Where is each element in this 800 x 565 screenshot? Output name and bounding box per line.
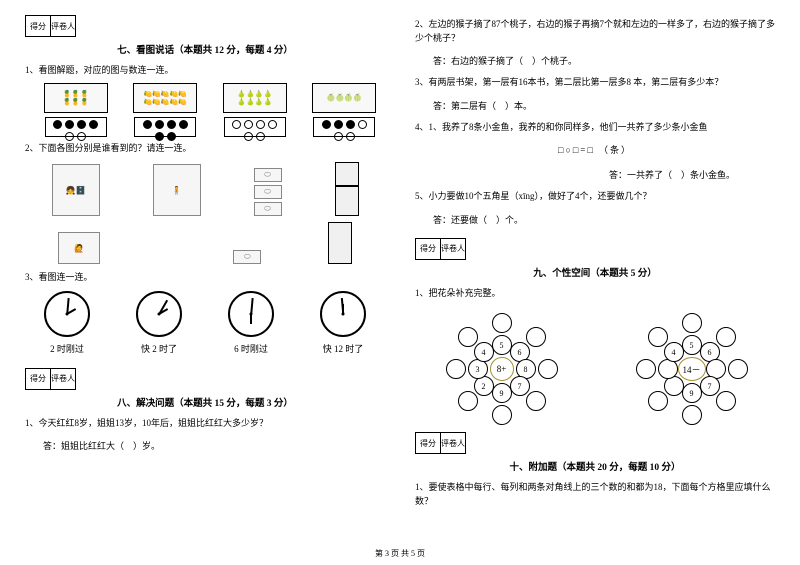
fruit-card: 🍋🍋🍋🍋🍋🍋🍋🍋🍋🍋 bbox=[133, 83, 197, 113]
section-7-title: 七、看图说话（本题共 12 分，每题 4 分） bbox=[25, 42, 385, 56]
score-label: 得分 bbox=[25, 368, 50, 390]
viewer-figure: 👧🗄️ bbox=[52, 164, 100, 216]
flower-center: 8+ bbox=[490, 357, 514, 381]
score-label: 得分 bbox=[25, 15, 50, 37]
score-label: 得分 bbox=[415, 238, 440, 260]
fruit-card: 🍈🍈🍈🍈 bbox=[312, 83, 376, 113]
fruit-row: 🍍🍍🍍🍍🍍🍍 🍋🍋🍋🍋🍋🍋🍋🍋🍋🍋 🍐🍐🍐🍐🍐🍐🍐🍐 🍈🍈🍈🍈 bbox=[35, 83, 385, 113]
score-box-8: 得分 评卷人 bbox=[25, 368, 385, 390]
dot-card bbox=[224, 117, 286, 137]
grader-label: 评卷人 bbox=[440, 238, 466, 260]
clock-label: 快 2 时了 bbox=[141, 342, 177, 355]
a8-5: 答：还要做（ ）个。 bbox=[433, 213, 775, 226]
q9-1: 1、把花朵补充完整。 bbox=[415, 287, 775, 301]
q8-3: 3、有两层书架，第一层有16本书，第二层比第一层多8 本，第二层有多少本？ bbox=[415, 76, 775, 90]
a8-3: 答：第二层有（ ）本。 bbox=[433, 99, 775, 112]
section-10-title: 十、附加题（本题共 20 分，每题 10 分） bbox=[415, 459, 775, 473]
q8-5: 5、小力要做10个五角星（xīng），做好了4个，还要做几个？ bbox=[415, 190, 775, 204]
clock-face bbox=[136, 291, 182, 337]
left-column: 得分 评卷人 七、看图说话（本题共 12 分，每题 4 分） 1、看图解题，对应… bbox=[25, 15, 385, 550]
a8-2: 答：右边的猴子摘了（ ）个桃子。 bbox=[433, 54, 775, 67]
page-footer: 第 3 页 共 5 页 bbox=[375, 548, 425, 559]
viewer-figure: 🧍 bbox=[153, 164, 201, 216]
score-box-10: 得分 评卷人 bbox=[415, 432, 775, 454]
grader-label: 评卷人 bbox=[50, 15, 76, 37]
dot-card bbox=[45, 117, 107, 137]
clock-label: 2 时刚过 bbox=[50, 342, 84, 355]
clock-face bbox=[320, 291, 366, 337]
grader-label: 评卷人 bbox=[440, 432, 466, 454]
q8-4-formula: □○□=□ （条） bbox=[415, 143, 775, 156]
clock-item: 快 12 时了 bbox=[320, 291, 366, 355]
q8-4: 4、1、我养了8条小金鱼，我养的和你同样多，他们一共养了多少条小金鱼 bbox=[415, 121, 775, 135]
q7-2: 2、下面各图分别是谁看到的？请连一连。 bbox=[25, 142, 385, 156]
score-label: 得分 bbox=[415, 432, 440, 454]
right-column: 2、左边的猴子摘了87个桃子，右边的猴子再摘7个就和左边的一样多了，右边的猴子摘… bbox=[415, 15, 775, 550]
fruit-card: 🍐🍐🍐🍐🍐🍐🍐🍐 bbox=[223, 83, 287, 113]
fruit-card: 🍍🍍🍍🍍🍍🍍 bbox=[44, 83, 108, 113]
dot-card bbox=[134, 117, 196, 137]
viewers-row-2: 🙋 ⬭ bbox=[25, 222, 385, 264]
q7-1: 1、看图解题，对应的图与数连一连。 bbox=[25, 64, 385, 78]
score-box-7: 得分 评卷人 bbox=[25, 15, 385, 37]
q8-1: 1、今天红红8岁，姐姐13岁，10年后，姐姐比红红大多少岁？ bbox=[25, 417, 385, 431]
blob-stack: ⬭ ⬭ ⬭ bbox=[254, 168, 282, 216]
flower-2: 14－ 5 6 7 9 4 bbox=[628, 309, 753, 424]
dots-row bbox=[35, 117, 385, 137]
score-box-9: 得分 评卷人 bbox=[415, 238, 775, 260]
q8-2: 2、左边的猴子摘了87个桃子，右边的猴子再摘7个就和左边的一样多了，右边的猴子摘… bbox=[415, 18, 775, 45]
clock-item: 6 时刚过 bbox=[228, 291, 274, 355]
viewer-figure: 🙋 bbox=[58, 232, 100, 264]
q10-1: 1、要使表格中每行、每列和两条对角线上的三个数的和都为18，下面每个方格里应填什… bbox=[415, 481, 775, 508]
clock-label: 6 时刚过 bbox=[234, 342, 268, 355]
clock-face bbox=[228, 291, 274, 337]
clocks-row: 2 时刚过 快 2 时了 6 时刚过 快 12 时了 bbox=[25, 291, 385, 355]
section-8-title: 八、解决问题（本题共 15 分，每题 3 分） bbox=[25, 395, 385, 409]
a8-4: 答：一共养了（ ）条小金鱼。 bbox=[433, 168, 735, 181]
flower-1: 8+ 5 6 8 7 9 2 3 4 bbox=[438, 309, 563, 424]
clock-item: 2 时刚过 bbox=[44, 291, 90, 355]
dot-card bbox=[313, 117, 375, 137]
q7-3: 3、看图连一连。 bbox=[25, 271, 385, 285]
clock-item: 快 2 时了 bbox=[136, 291, 182, 355]
clock-face bbox=[44, 291, 90, 337]
grader-label: 评卷人 bbox=[50, 368, 76, 390]
flowers: 8+ 5 6 8 7 9 2 3 4 14－ 5 6 7 9 bbox=[415, 309, 775, 424]
rect-stack bbox=[335, 162, 359, 216]
clock-label: 快 12 时了 bbox=[323, 342, 364, 355]
a8-1: 答：姐姐比红红大（ ）岁。 bbox=[43, 439, 385, 452]
flower-center: 14－ bbox=[678, 357, 706, 381]
viewers-row: 👧🗄️ 🧍 ⬭ ⬭ ⬭ bbox=[25, 162, 385, 216]
section-9-title: 九、个性空间（本题共 5 分） bbox=[415, 265, 775, 279]
